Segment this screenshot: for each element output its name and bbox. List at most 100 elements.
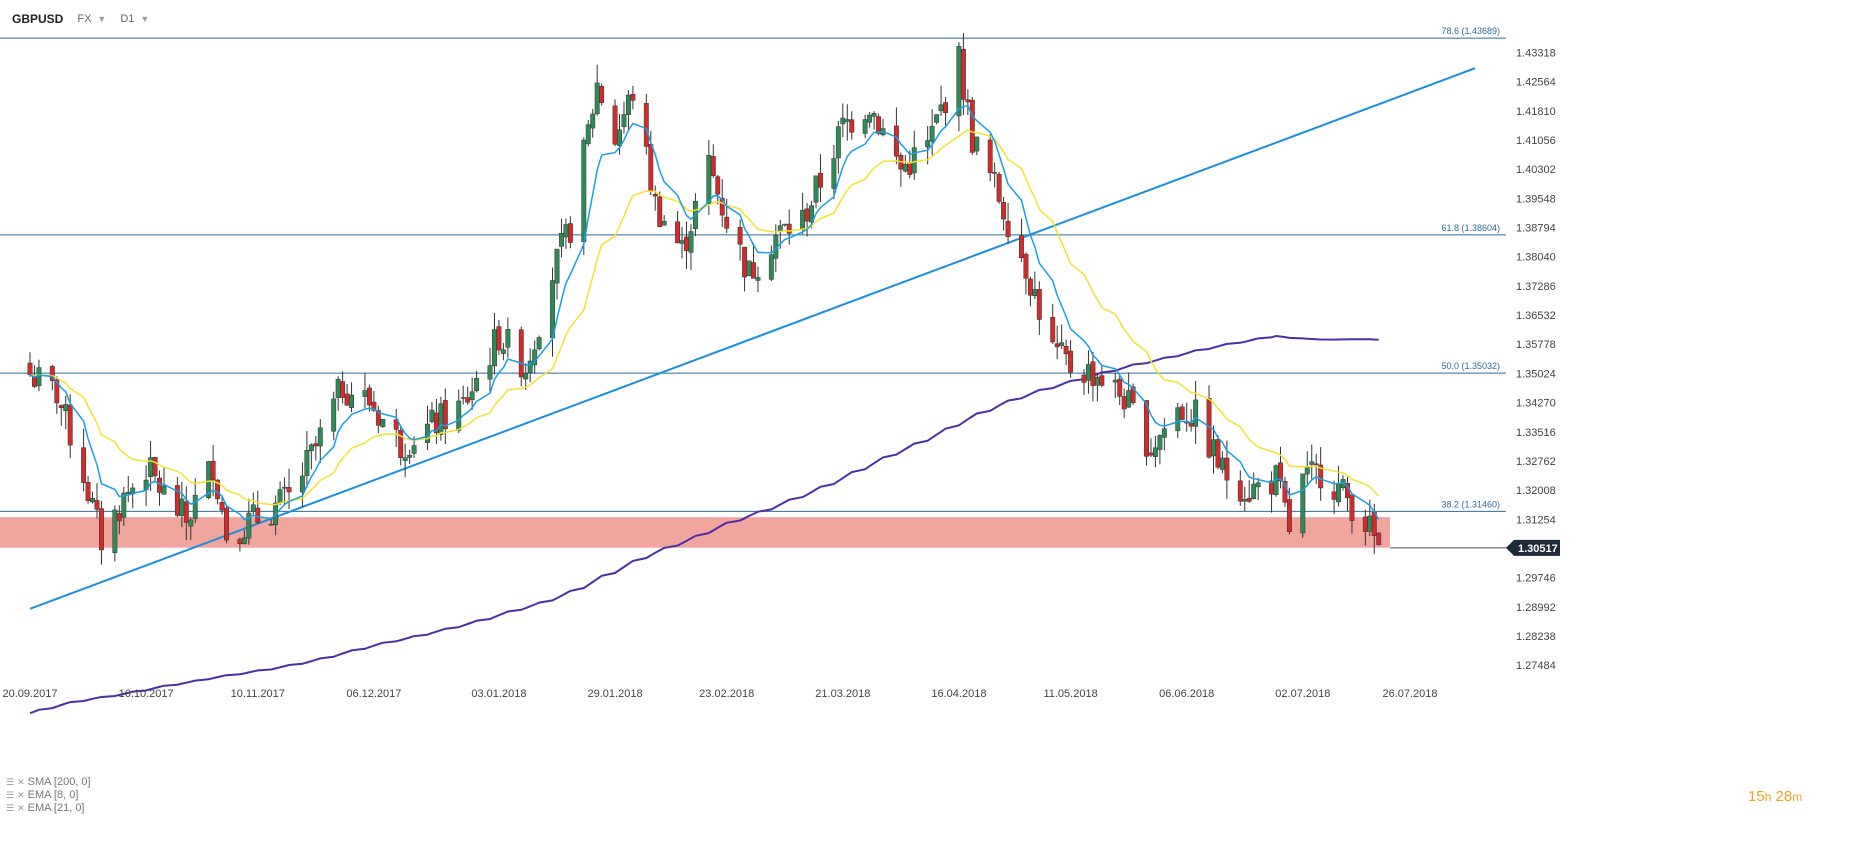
- x-tick-label: 03.01.2018: [471, 688, 526, 700]
- candle-body: [1246, 498, 1252, 502]
- candle-body: [1309, 461, 1315, 465]
- close-icon[interactable]: ✕: [17, 790, 25, 800]
- candle-body: [304, 449, 310, 476]
- candle-body: [317, 427, 323, 447]
- candle-body: [876, 116, 881, 134]
- y-tick-label: 1.40302: [1516, 164, 1556, 176]
- settings-icon[interactable]: ☰: [6, 777, 15, 787]
- candle-body: [1094, 376, 1100, 386]
- candle-body: [987, 139, 993, 174]
- candle-body: [831, 158, 837, 189]
- fib-level-label: 78.6 (1.43689): [1441, 26, 1500, 36]
- y-tick-label: 1.28992: [1516, 602, 1556, 614]
- candle-body: [366, 387, 372, 406]
- candle-body: [518, 329, 524, 378]
- settings-icon[interactable]: ☰: [6, 790, 15, 800]
- candle-body: [621, 114, 627, 127]
- candle-body: [1242, 499, 1248, 502]
- candle-body: [527, 360, 533, 373]
- fib-level-label: 38.2 (1.31460): [1441, 499, 1500, 509]
- y-tick-label: 1.35778: [1516, 339, 1556, 351]
- candle-body: [1255, 482, 1261, 488]
- candle-body: [371, 401, 377, 411]
- candle-body: [500, 349, 506, 354]
- settings-icon[interactable]: ☰: [6, 803, 15, 813]
- candle-body: [219, 502, 225, 511]
- candle-body: [742, 246, 748, 278]
- candle-body: [974, 136, 980, 152]
- indicator-sma-200[interactable]: ☰ ✕ SMA [200, 0]: [6, 776, 91, 789]
- candle-body: [625, 94, 631, 116]
- y-tick-label: 1.32762: [1516, 456, 1556, 468]
- candle-body: [643, 103, 649, 147]
- chevron-down-icon: ▼: [97, 14, 107, 24]
- candle-body: [1054, 343, 1060, 348]
- candle-body: [487, 365, 493, 380]
- indicator-label: EMA [8, 0]: [27, 789, 79, 801]
- close-icon[interactable]: ✕: [17, 803, 25, 813]
- y-tick-label: 1.43318: [1516, 47, 1556, 59]
- candle-body: [255, 507, 261, 523]
- y-tick-label: 1.28238: [1516, 631, 1556, 643]
- candle-body: [844, 119, 850, 122]
- candle-body: [63, 404, 69, 411]
- candle-body: [375, 410, 381, 426]
- chevron-down-icon: ▼: [140, 14, 150, 24]
- candle-body: [661, 221, 667, 226]
- candle-body: [956, 46, 962, 117]
- y-tick-label: 1.32008: [1516, 485, 1556, 497]
- candle-body: [1068, 350, 1074, 373]
- candle-body: [1282, 481, 1288, 503]
- candle-body: [1005, 220, 1011, 238]
- candle-body: [99, 508, 104, 551]
- symbol-label[interactable]: GBPUSD: [12, 12, 64, 26]
- candle-body: [1099, 375, 1105, 386]
- candle-body: [938, 104, 944, 112]
- candle-body: [188, 519, 194, 527]
- candle-body: [442, 400, 448, 430]
- indicator-ema-8[interactable]: ☰ ✕ EMA [8, 0]: [6, 789, 91, 802]
- candle-body: [1251, 483, 1257, 500]
- candle-body: [1300, 473, 1306, 534]
- market-selector[interactable]: FX ▼: [77, 13, 106, 25]
- candle-body: [67, 404, 73, 446]
- candle-body: [532, 349, 538, 366]
- candle-body: [1219, 457, 1225, 470]
- candle-body: [1278, 462, 1283, 482]
- candle-body: [813, 175, 819, 203]
- y-tick-label: 1.34270: [1516, 398, 1556, 410]
- y-tick-label: 1.41056: [1516, 135, 1556, 147]
- y-tick-label: 1.33516: [1516, 427, 1556, 439]
- close-icon[interactable]: ✕: [17, 777, 25, 787]
- candle-body: [277, 489, 283, 504]
- candle-body: [862, 119, 868, 134]
- candle-body: [804, 208, 810, 222]
- candle-body: [85, 481, 91, 501]
- candle-body: [1126, 390, 1132, 408]
- x-tick-label: 23.02.2018: [699, 688, 754, 700]
- x-tick-label: 26.07.2018: [1382, 688, 1437, 700]
- candle-body: [496, 326, 502, 351]
- candle-body: [1313, 463, 1319, 466]
- candle-body: [407, 455, 413, 458]
- candle-body: [746, 260, 752, 277]
- market-label: FX: [77, 13, 92, 25]
- candle-body: [925, 140, 931, 148]
- candle-body: [492, 329, 497, 367]
- candle-body: [719, 197, 725, 216]
- indicator-ema-21[interactable]: ☰ ✕ EMA [21, 0]: [6, 802, 91, 815]
- candle-body: [893, 125, 899, 157]
- candle-body: [1224, 457, 1230, 481]
- candle-body: [929, 125, 935, 142]
- candle-body: [54, 379, 60, 404]
- candle-body: [313, 443, 319, 447]
- fib-level-label: 61.8 (1.38604): [1441, 223, 1500, 233]
- candle-body: [907, 162, 913, 175]
- candle-body: [590, 113, 596, 129]
- candle-body: [1090, 361, 1096, 387]
- candle-body: [715, 176, 721, 195]
- timeframe-selector[interactable]: D1 ▼: [120, 13, 149, 25]
- candle-body: [902, 164, 908, 172]
- x-tick-label: 16.04.2018: [931, 688, 986, 700]
